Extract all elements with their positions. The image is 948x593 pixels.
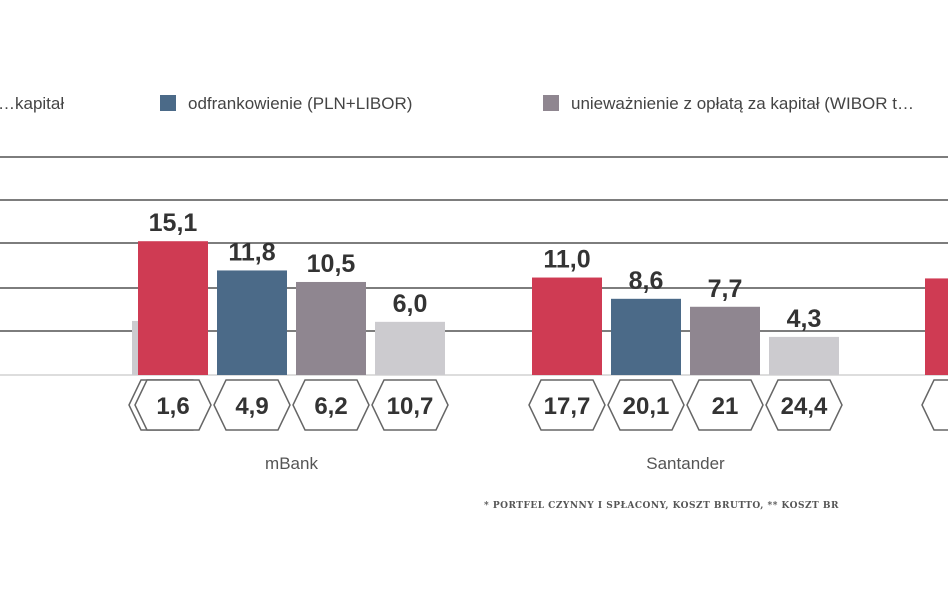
bar-value-label: 7,7	[708, 275, 743, 303]
value-badge-label: 1,6	[156, 393, 189, 420]
value-badge-label: 20,1	[623, 393, 670, 420]
legend-label-1: …kapitał	[0, 94, 64, 113]
value-badge	[686, 379, 764, 431]
value-badge-label: 10,7	[387, 393, 434, 420]
bar	[532, 277, 602, 375]
value-badge-label: 4,9	[235, 393, 268, 420]
bar-value-label: 11,0	[543, 246, 590, 274]
value-badge	[921, 379, 948, 431]
legend-label-2: odfrankowienie (PLN+LIBOR)	[188, 94, 412, 113]
bar-value-label: 11,8	[228, 238, 275, 266]
legend-swatch-2	[160, 95, 176, 111]
value-badge-label: 6,2	[314, 393, 347, 420]
bar-value-label: 15,1	[149, 209, 198, 237]
bar-value-label: 10,5	[307, 250, 356, 278]
category-label: mBank	[265, 454, 318, 473]
bar-value-label: 4,3	[787, 305, 822, 333]
category-labels: mBank Santander	[265, 454, 725, 473]
bars: 6,115,111,810,56,011,08,67,74,31	[132, 209, 948, 375]
value-badge-label: 17,7	[544, 393, 591, 420]
bar	[925, 278, 948, 375]
legend-swatch-3	[543, 95, 559, 111]
bar	[217, 270, 287, 375]
value-badge	[528, 379, 606, 431]
value-badge	[371, 379, 449, 431]
footnote: * PORTFEL CZYNNY I SPŁACONY, KOSZT BRUTT…	[484, 501, 839, 511]
value-badge	[607, 379, 685, 431]
bar-value-label: 8,6	[629, 267, 664, 295]
legend: …kapitał odfrankowienie (PLN+LIBOR) unie…	[0, 94, 914, 113]
legend-label-3: unieważnienie z opłatą za kapitał (WIBOR…	[571, 94, 914, 113]
bar	[769, 336, 839, 375]
category-label: Santander	[646, 454, 725, 473]
bar	[138, 241, 208, 375]
bar-value-label: 6,0	[393, 290, 428, 318]
bar	[375, 321, 445, 375]
value-badge	[134, 379, 212, 431]
value-badge	[765, 379, 843, 431]
bar	[690, 306, 760, 375]
value-badge-label: 24,4	[781, 393, 828, 420]
bar	[611, 298, 681, 375]
value-badge	[213, 379, 291, 431]
value-badge	[292, 379, 370, 431]
value-badge-label: 21	[712, 393, 739, 420]
bar	[296, 281, 366, 375]
